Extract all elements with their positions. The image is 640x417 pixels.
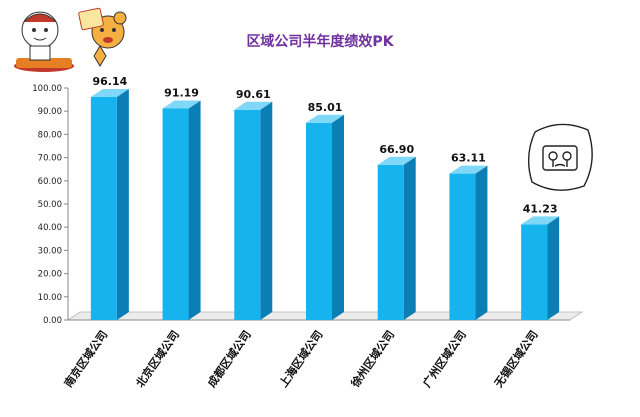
y-tick-label: 100.00	[32, 84, 62, 94]
data-label: 66.90	[379, 143, 414, 156]
data-label: 90.61	[236, 88, 271, 101]
bar-top	[449, 165, 488, 174]
bar-side	[475, 165, 488, 320]
data-label: 41.23	[523, 202, 558, 215]
y-tick-label: 90.00	[38, 107, 62, 117]
bar-front	[234, 109, 261, 321]
bar-front	[521, 224, 548, 320]
chart-title: 区域公司半年度绩效PK	[246, 33, 394, 50]
bar-front	[377, 164, 404, 320]
bar-side	[260, 101, 273, 321]
y-tick-label: 40.00	[38, 223, 62, 233]
bar-top	[377, 156, 416, 165]
bar	[377, 156, 416, 320]
y-tick-label: 80.00	[38, 130, 62, 140]
bar-side	[547, 216, 560, 320]
bar-front	[162, 108, 189, 320]
crying-face-doodle-icon	[527, 123, 593, 191]
bar	[521, 216, 560, 320]
y-tick-label: 0.00	[43, 316, 62, 326]
bar-side	[116, 88, 129, 320]
data-label: 63.11	[451, 152, 486, 165]
x-tick-label: 南京区域公司	[61, 328, 110, 390]
data-label: 96.14	[92, 75, 127, 88]
bar-front	[306, 122, 332, 321]
bar	[234, 101, 273, 321]
x-tick-label: 广州区域公司	[420, 328, 469, 390]
bar	[449, 165, 488, 320]
y-tick-label: 20.00	[38, 270, 62, 280]
bar	[90, 88, 129, 320]
bar-top	[234, 101, 273, 110]
bar	[306, 114, 344, 321]
chart-bars	[90, 88, 560, 321]
y-tick-label: 70.00	[38, 154, 62, 164]
bar-side	[403, 156, 416, 320]
y-tick-label: 50.00	[38, 200, 62, 210]
bar-side	[332, 114, 344, 321]
y-tick-label: 10.00	[38, 293, 62, 303]
x-tick-label: 上海区域公司	[276, 328, 325, 390]
x-tick-label: 徐州区域公司	[347, 328, 397, 391]
x-tick-label: 成都区域公司	[204, 328, 253, 390]
bar-side	[188, 100, 201, 320]
bar-top	[306, 114, 344, 123]
x-tick-label: 无锡区域公司	[491, 328, 541, 391]
y-tick-label: 30.00	[38, 246, 62, 256]
data-label: 91.19	[164, 86, 199, 99]
bar	[162, 100, 201, 320]
y-tick-label: 60.00	[38, 177, 62, 187]
bar-front	[90, 96, 117, 320]
x-tick-label: 北京区域公司	[133, 328, 182, 390]
bar-top	[162, 100, 201, 109]
bar-top	[90, 88, 129, 97]
bar-top	[521, 216, 560, 225]
cartoon-characters-icon	[14, 7, 127, 72]
bar-front	[449, 173, 476, 320]
data-label: 85.01	[308, 101, 343, 114]
